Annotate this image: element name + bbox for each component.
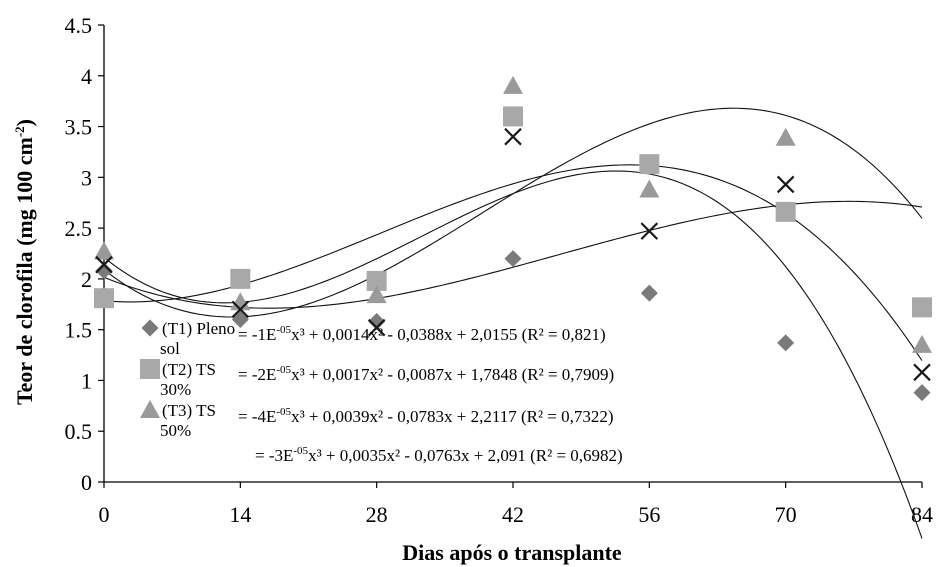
x-tick-label: 42 — [502, 502, 524, 527]
equation-prefix: = -2E — [238, 365, 276, 384]
equation-exponent: -05 — [276, 324, 291, 336]
data-point-square — [639, 154, 660, 175]
x-marker-stroke — [504, 127, 522, 146]
equation-exponent: -05 — [276, 406, 291, 418]
data-point-diamond — [504, 250, 522, 268]
y-tick-label: 0 — [81, 470, 92, 495]
legend-label-line: sol — [160, 339, 180, 358]
data-point-diamond — [368, 313, 386, 331]
equation-rest: x³ + 0,0017x² - 0,0087x + 1,7848 (R² = 0… — [291, 365, 614, 384]
legend-marker-square — [140, 359, 160, 379]
x-marker-stroke — [231, 300, 250, 319]
x-tick-label: 70 — [775, 502, 797, 527]
data-point-diamond — [913, 384, 931, 402]
data-point-square — [230, 268, 251, 289]
legend-label-line: (T3) TS — [162, 401, 216, 420]
equation-prefix: = -3E — [255, 446, 293, 465]
equation-prefix: = -1E — [238, 325, 276, 344]
legend-label-line: 50% — [160, 421, 191, 440]
legend-label-line: (T2) TS — [162, 360, 216, 379]
data-point-square — [912, 297, 932, 318]
data-point-square — [366, 270, 387, 291]
data-point-x — [367, 318, 386, 337]
trend-equation-1: = -1E-05x³ + 0,0014x² - 0,0388x + 2,0155… — [238, 324, 606, 344]
data-point-diamond — [777, 334, 795, 352]
data-markers — [94, 75, 932, 402]
data-point-square — [94, 288, 114, 309]
data-point-x — [776, 175, 795, 194]
data-point-x — [504, 127, 522, 146]
y-axis-title-end: ) — [12, 119, 37, 126]
trend-equation-2: = -2E-05x³ + 0,0017x² - 0,0087x + 1,7848… — [238, 364, 614, 384]
equation-exponent: -05 — [276, 364, 291, 376]
y-tick-label: 4.5 — [65, 13, 93, 38]
x-tick-label: 0 — [99, 502, 110, 527]
x-tick-label: 56 — [638, 502, 660, 527]
data-point-square — [503, 106, 523, 127]
equation-prefix: = -4E — [238, 407, 276, 426]
legend-label-line: (T1) Pleno — [162, 319, 235, 338]
x-axis-title: Dias após o transplante — [402, 540, 622, 565]
x-marker-stroke — [913, 363, 931, 382]
data-point-x — [640, 222, 659, 240]
y-tick-label: 0.5 — [65, 419, 93, 444]
legend-marker-diamond — [141, 319, 159, 337]
x-tick-label: 84 — [911, 502, 933, 527]
data-point-triangle — [94, 241, 114, 260]
data-point-triangle — [639, 179, 660, 198]
equations: = -1E-05x³ + 0,0014x² - 0,0388x + 2,0155… — [238, 324, 623, 465]
data-point-triangle — [912, 334, 932, 353]
trendline-4 — [103, 107, 923, 318]
y-axis-title-main: Teor de clorofila (mg 100 cm — [12, 137, 37, 405]
y-axis-title: Teor de clorofila (mg 100 cm-2) — [12, 119, 37, 405]
legend-label-line: 30% — [160, 380, 191, 399]
legend-marker-triangle — [140, 400, 160, 418]
y-tick-label: 1 — [81, 368, 92, 393]
trend-equation-4: = -3E-05x³ + 0,0035x² - 0,0763x + 2,091 … — [255, 445, 623, 465]
data-point-diamond — [640, 284, 658, 302]
data-point-triangle — [503, 75, 523, 94]
data-point-x — [95, 255, 113, 274]
y-tick-label: 3 — [81, 165, 92, 190]
x-marker-stroke — [776, 175, 795, 194]
y-tick-label: 1.5 — [65, 318, 93, 343]
equation-rest: x³ + 0,0039x² - 0,0783x + 2,2117 (R² = 0… — [291, 407, 614, 426]
x-tick-label: 28 — [366, 502, 388, 527]
y-tick-label: 2.5 — [65, 216, 93, 241]
axes: 0 0.5 1 1.5 2 2.5 3 3.5 4 4.5 0 14 28 42 56 70 84 — [65, 13, 934, 527]
data-point-x — [231, 300, 250, 319]
y-tick-label: 2 — [81, 267, 92, 292]
x-marker-stroke — [95, 255, 113, 274]
x-tick-label: 14 — [229, 502, 251, 527]
data-point-triangle — [775, 127, 796, 146]
y-tick-label: 4 — [81, 64, 92, 89]
data-point-diamond — [231, 311, 249, 329]
trend-equation-3: = -4E-05x³ + 0,0039x² - 0,0783x + 2,2117… — [238, 406, 614, 426]
y-axis-title-sup: -2 — [12, 126, 27, 137]
data-point-triangle — [366, 285, 387, 304]
data-point-diamond — [95, 262, 113, 280]
data-point-x — [913, 363, 931, 382]
y-tick-label: 3.5 — [65, 115, 93, 140]
equation-rest: x³ + 0,0035x² - 0,0763x + 2,091 (R² = 0,… — [308, 446, 623, 465]
x-marker-stroke — [367, 318, 386, 337]
equation-rest: x³ + 0,0014x² - 0,0388x + 2,0155 (R² = 0… — [291, 325, 606, 344]
data-point-square — [775, 201, 796, 222]
equation-exponent: -05 — [293, 445, 308, 457]
x-marker-stroke — [640, 222, 659, 240]
